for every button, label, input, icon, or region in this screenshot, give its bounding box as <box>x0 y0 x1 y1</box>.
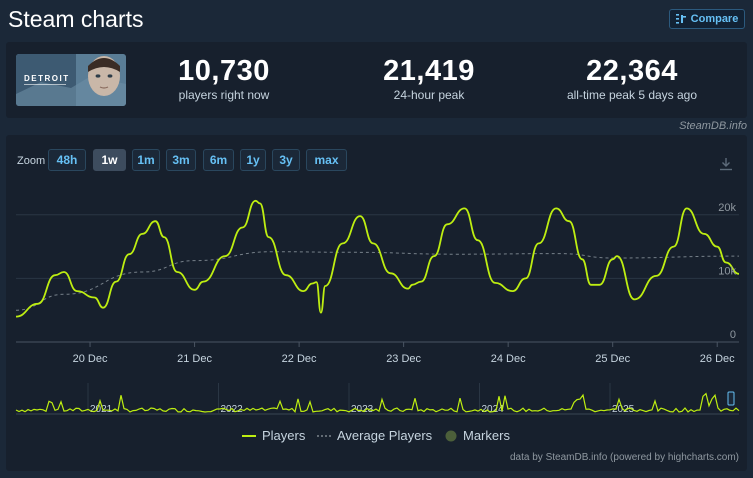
page-title: Steam charts <box>8 6 144 32</box>
legend-markers-label: Markers <box>463 428 510 443</box>
legend-players-label: Players <box>262 428 306 443</box>
x-tick-label: 22 Dec <box>282 353 317 365</box>
navigator-background <box>16 383 739 414</box>
stat-value: 10,730 <box>178 55 270 87</box>
x-tick-label: 21 Dec <box>177 353 212 365</box>
chart-legend: Players Average Players Markers <box>6 428 747 446</box>
stat-label: 24-hour peak <box>393 88 465 102</box>
x-tick-label: 26 Dec <box>700 353 735 365</box>
navigator-year-label: 2024 <box>482 404 505 415</box>
game-logo-text: DETROIT <box>24 74 70 83</box>
stat-value: 22,364 <box>586 55 678 87</box>
compare-label: Compare <box>690 13 739 25</box>
markers-dot-icon <box>445 430 457 441</box>
stats-panel: DETROIT 10,730 players right now 21,419 … <box>6 42 747 118</box>
zoom-1m-button[interactable]: 1m <box>132 149 160 171</box>
game-art: DETROIT <box>16 54 126 106</box>
x-tick-label: 25 Dec <box>595 353 630 365</box>
players-line-icon <box>242 434 256 437</box>
y-tick-label: 20k <box>718 202 736 214</box>
game-thumbnail[interactable]: DETROIT <box>16 54 126 106</box>
navigator-year-label: 2021 <box>90 404 113 415</box>
navigator-line <box>15 392 740 414</box>
zoom-max-button[interactable]: max <box>306 149 347 171</box>
players-line <box>15 199 740 318</box>
navigator-handle <box>727 391 735 406</box>
average-line-icon <box>317 434 331 437</box>
compare-button[interactable]: Compare <box>669 9 745 29</box>
stat-24h-peak: 21,419 24-hour peak <box>359 56 499 102</box>
stat-label: all-time peak 5 days ago <box>566 88 698 102</box>
zoom-1y-button[interactable]: 1y <box>240 149 266 171</box>
zoom-3m-button[interactable]: 3m <box>166 149 196 171</box>
zoom-48h-button[interactable]: 48h <box>48 149 86 171</box>
stat-value: 21,419 <box>383 55 475 87</box>
x-tick-label: 24 Dec <box>491 353 526 365</box>
y-tick-label: 10k <box>718 265 736 277</box>
zoom-1w-button[interactable]: 1w <box>93 149 126 171</box>
x-tick-label: 23 Dec <box>386 353 421 365</box>
zoom-6m-button[interactable]: 6m <box>203 149 234 171</box>
legend-players[interactable]: Players <box>242 428 305 443</box>
zoom-label: Zoom <box>17 155 46 167</box>
stat-label: players right now <box>178 88 270 102</box>
navigator-year-label: 2023 <box>351 404 374 415</box>
download-icon[interactable] <box>719 157 733 171</box>
legend-markers[interactable]: Markers <box>445 428 510 443</box>
chart-panel: Zoom 48h 1w 1m 3m 6m 1y 3y max 0 10k 20k 2… <box>6 135 747 471</box>
zoom-3y-button[interactable]: 3y <box>272 149 300 171</box>
compare-icon <box>675 14 686 24</box>
footer-credit: data by SteamDB.info (powered by highcha… <box>510 452 739 463</box>
stat-all-time-peak: 22,364 all-time peak 5 days ago <box>552 56 712 102</box>
y-tick-label: 0 <box>730 329 736 341</box>
navigator-year-label: 2022 <box>221 404 244 415</box>
stat-current-players: 10,730 players right now <box>154 56 294 102</box>
player-chart[interactable]: 0 10k 20k 20 Dec 21 Dec 22 Dec 23 Dec 24 Dec 25… <box>6 135 747 435</box>
watermark: SteamDB.info <box>679 120 747 132</box>
average-players-line <box>15 251 740 311</box>
legend-average-label: Average Players <box>337 428 433 443</box>
legend-average[interactable]: Average Players <box>317 428 432 443</box>
x-tick-label: 20 Dec <box>73 353 108 365</box>
